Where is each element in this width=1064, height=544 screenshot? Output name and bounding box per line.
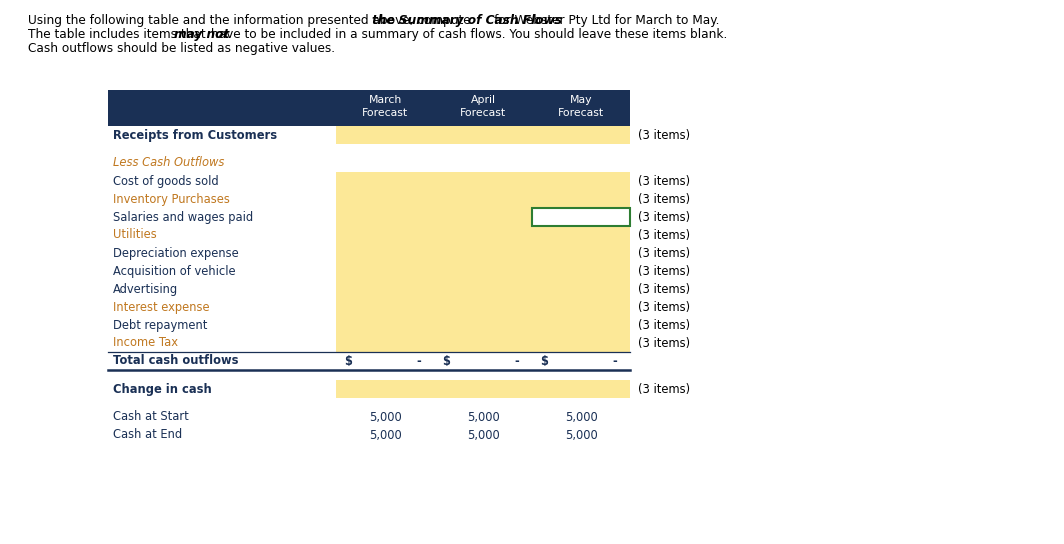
Text: Income Tax: Income Tax xyxy=(113,337,178,349)
Text: (3 items): (3 items) xyxy=(638,282,691,295)
Bar xyxy=(532,334,630,352)
Bar xyxy=(336,172,434,190)
Text: Cash at Start: Cash at Start xyxy=(113,411,188,423)
Bar xyxy=(434,244,532,262)
Text: Salaries and wages paid: Salaries and wages paid xyxy=(113,211,253,224)
Bar xyxy=(336,298,434,316)
Text: 5,000: 5,000 xyxy=(368,429,401,442)
Text: Receipts from Customers: Receipts from Customers xyxy=(113,128,277,141)
Bar xyxy=(434,334,532,352)
Text: Cash at End: Cash at End xyxy=(113,429,182,442)
Text: (3 items): (3 items) xyxy=(638,128,691,141)
Text: $: $ xyxy=(344,355,352,368)
Text: $: $ xyxy=(541,355,548,368)
Text: (3 items): (3 items) xyxy=(638,337,691,349)
Bar xyxy=(532,280,630,298)
Text: (3 items): (3 items) xyxy=(638,264,691,277)
Text: Total cash outflows: Total cash outflows xyxy=(113,355,238,368)
Text: Advertising: Advertising xyxy=(113,282,178,295)
Bar xyxy=(532,380,630,398)
Text: 5,000: 5,000 xyxy=(467,429,499,442)
Bar xyxy=(434,298,532,316)
Bar xyxy=(532,262,630,280)
Text: -: - xyxy=(416,355,420,368)
Bar xyxy=(532,172,630,190)
Text: May: May xyxy=(569,95,593,105)
Bar xyxy=(532,190,630,208)
Text: April: April xyxy=(470,95,496,105)
Text: (3 items): (3 items) xyxy=(638,382,691,395)
Text: (3 items): (3 items) xyxy=(638,228,691,242)
Text: for Webster Pty Ltd for March to May.: for Webster Pty Ltd for March to May. xyxy=(494,14,719,27)
Bar xyxy=(532,316,630,334)
Bar xyxy=(434,262,532,280)
Bar xyxy=(532,244,630,262)
Text: the Summary of Cash Flows: the Summary of Cash Flows xyxy=(372,14,563,27)
Bar xyxy=(336,262,434,280)
Text: Forecast: Forecast xyxy=(460,108,506,118)
Text: Depreciation expense: Depreciation expense xyxy=(113,246,238,259)
Bar xyxy=(336,380,434,398)
Bar xyxy=(336,226,434,244)
Text: (3 items): (3 items) xyxy=(638,318,691,331)
Text: Forecast: Forecast xyxy=(362,108,409,118)
Text: -: - xyxy=(514,355,519,368)
Bar xyxy=(532,208,630,226)
Text: Interest expense: Interest expense xyxy=(113,300,210,313)
Text: March: March xyxy=(368,95,401,105)
Text: $: $ xyxy=(442,355,450,368)
Text: Inventory Purchases: Inventory Purchases xyxy=(113,193,230,206)
Bar xyxy=(532,226,630,244)
Text: Debt repayment: Debt repayment xyxy=(113,318,207,331)
Text: Utilities: Utilities xyxy=(113,228,156,242)
Text: (3 items): (3 items) xyxy=(638,193,691,206)
Text: 5,000: 5,000 xyxy=(565,429,597,442)
Bar xyxy=(434,126,532,144)
Bar xyxy=(336,316,434,334)
Bar xyxy=(434,226,532,244)
Text: (3 items): (3 items) xyxy=(638,300,691,313)
Text: 5,000: 5,000 xyxy=(467,411,499,423)
Bar xyxy=(336,244,434,262)
Bar xyxy=(336,190,434,208)
Bar xyxy=(434,380,532,398)
Text: Change in cash: Change in cash xyxy=(113,382,212,395)
Text: The table includes items that: The table includes items that xyxy=(28,28,210,41)
Text: (3 items): (3 items) xyxy=(638,211,691,224)
Text: 5,000: 5,000 xyxy=(565,411,597,423)
Bar xyxy=(434,190,532,208)
Text: Using the following table and the information presented above, compute: Using the following table and the inform… xyxy=(28,14,475,27)
Bar xyxy=(434,172,532,190)
Text: Cost of goods sold: Cost of goods sold xyxy=(113,175,218,188)
Bar xyxy=(532,298,630,316)
Bar xyxy=(434,316,532,334)
Bar xyxy=(532,126,630,144)
Bar xyxy=(434,280,532,298)
Bar xyxy=(336,334,434,352)
Bar xyxy=(336,280,434,298)
Text: have to be included in a summary of cash flows. You should leave these items bla: have to be included in a summary of cash… xyxy=(207,28,728,41)
Bar xyxy=(336,208,434,226)
Text: Forecast: Forecast xyxy=(558,108,604,118)
Bar xyxy=(336,126,434,144)
Text: Cash outflows should be listed as negative values.: Cash outflows should be listed as negati… xyxy=(28,42,335,55)
Bar xyxy=(109,90,630,126)
Text: 5,000: 5,000 xyxy=(368,411,401,423)
Bar xyxy=(434,208,532,226)
Text: Less Cash Outflows: Less Cash Outflows xyxy=(113,157,225,170)
Text: (3 items): (3 items) xyxy=(638,246,691,259)
Text: -: - xyxy=(612,355,617,368)
Text: Acquisition of vehicle: Acquisition of vehicle xyxy=(113,264,235,277)
Text: may not: may not xyxy=(173,28,229,41)
Text: (3 items): (3 items) xyxy=(638,175,691,188)
